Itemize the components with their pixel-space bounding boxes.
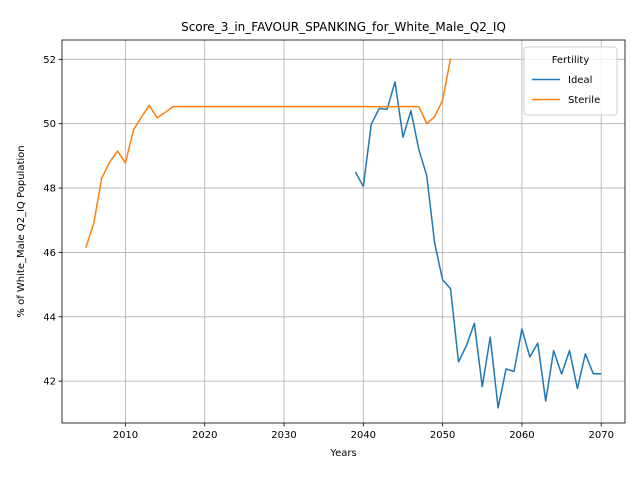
x-tick-label: 2020	[192, 430, 217, 441]
x-tick-label: 2050	[430, 430, 455, 441]
grid-lines	[62, 40, 625, 423]
series-lines	[85, 58, 602, 409]
y-tick-label: 50	[43, 119, 56, 130]
x-tick-label: 2060	[509, 430, 534, 441]
legend: Fertility Ideal Sterile	[523, 46, 618, 116]
y-tick-label: 42	[43, 377, 56, 388]
legend-title: Fertility	[552, 55, 590, 66]
plot-frame	[61, 39, 626, 424]
legend-box	[523, 46, 618, 116]
x-tick-label: 2070	[588, 430, 613, 441]
series-line-sterile	[85, 58, 452, 248]
y-tick-label: 44	[43, 312, 56, 323]
series-line-ideal	[354, 81, 602, 409]
legend-label-sterile: Sterile	[568, 95, 600, 106]
y-tick-label: 46	[43, 248, 56, 259]
x-axis-ticks: 2010 2020 2030 2040 2050 2060 2070	[113, 423, 614, 441]
legend-label-ideal: Ideal	[568, 75, 592, 86]
x-tick-label: 2010	[113, 430, 138, 441]
x-tick-label: 2030	[271, 430, 296, 441]
legend-items: Ideal Sterile	[532, 75, 600, 106]
y-axis-ticks: 42 44 46 48 50 52	[43, 55, 62, 388]
y-axis-label: % of White_Male Q2_IQ Population	[16, 145, 27, 317]
x-tick-label: 2040	[351, 430, 376, 441]
x-axis-label: Years	[329, 448, 356, 459]
y-tick-label: 48	[43, 184, 56, 195]
chart-title: Score_3_in_FAVOUR_SPANKING_for_White_Mal…	[181, 20, 506, 34]
y-tick-label: 52	[43, 55, 56, 66]
